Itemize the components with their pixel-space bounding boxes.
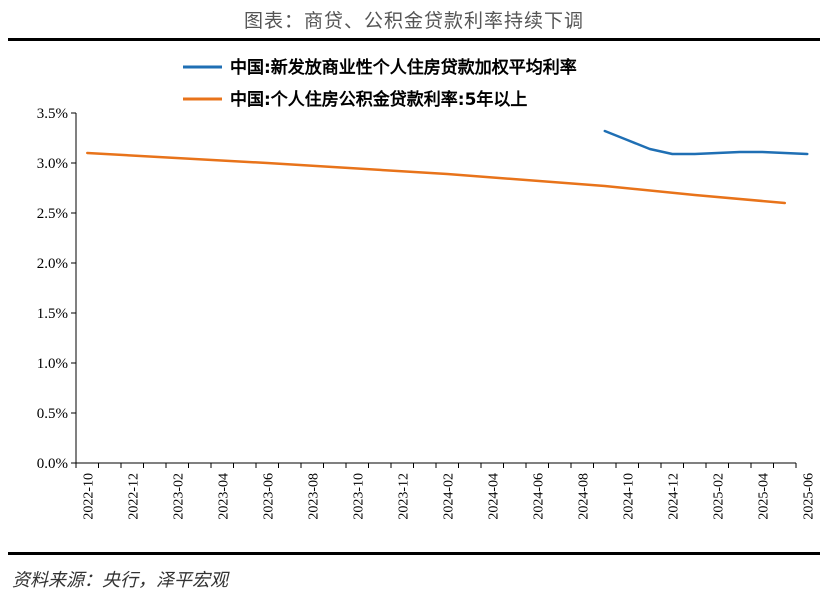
x-tick-label: 2025-06 [801,473,816,520]
y-tick-label: 0.5% [37,406,68,422]
x-tick-label: 2023-04 [216,473,231,520]
x-tick-label: 2023-06 [261,473,276,520]
x-tick-label: 2024-06 [531,473,546,520]
x-tick-label: 2023-10 [351,473,366,520]
y-tick-label: 3.0% [37,156,68,172]
x-tick-label: 2022-10 [81,473,96,520]
y-tick-label: 1.0% [37,356,68,372]
series-line-1 [603,129,809,156]
legend-label-2: 中国:个人住房公积金贷款利率:5年以上 [230,89,527,110]
x-tick-label: 2022-12 [126,473,141,520]
y-tick-label: 2.0% [37,256,68,272]
x-tick-label: 2024-08 [576,473,591,520]
series-line-2 [86,151,787,205]
x-tick-label: 2024-04 [486,473,501,520]
source-note: 资料来源：央行，泽平宏观 [12,570,228,591]
y-tick-label: 2.5% [37,206,68,222]
x-tick-label: 2025-02 [711,473,726,520]
x-tick-label: 2024-10 [621,473,636,520]
y-tick-label: 3.5% [37,106,68,122]
x-tick-label: 2023-12 [396,473,411,520]
bottom-rule [8,552,820,555]
chart-title: 图表：商贷、公积金贷款利率持续下调 [243,10,584,32]
y-tick-label: 1.5% [37,306,68,322]
y-tick-label: 0.0% [37,456,68,472]
top-rule [8,38,820,41]
x-tick-label: 2023-02 [171,473,186,520]
axes: 0.0% 0.5% 1.0% 1.5% 2.0% 2.5% 3.0% 3.5% 2022-10 2… [37,106,817,520]
legend-label-1: 中国:新发放商业性个人住房贷款加权平均利率 [230,57,577,78]
x-tick-label: 2023-08 [306,473,321,520]
x-tick-label: 2024-02 [441,473,456,520]
series-group [86,129,809,205]
x-tick-label: 2025-04 [756,473,771,520]
x-tick-label: 2024-12 [666,473,681,520]
